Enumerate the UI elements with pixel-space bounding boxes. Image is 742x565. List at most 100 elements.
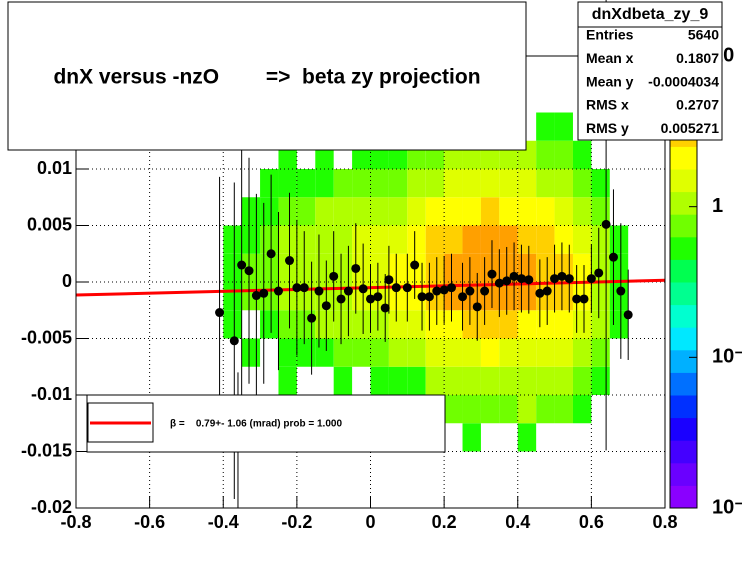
stats-label: RMS x — [586, 97, 629, 113]
heatmap-cell — [444, 395, 463, 424]
heatmap-cell — [554, 225, 573, 254]
x-tick-label: 0.6 — [579, 512, 604, 532]
y-tick-label: 0.01 — [37, 158, 72, 178]
chart-title: dnX versus -nzO => beta zy projection — [53, 66, 480, 89]
heatmap-cell — [260, 197, 279, 226]
heatmap-cell — [407, 338, 426, 367]
x-tick-label: 0.4 — [505, 512, 530, 532]
heatmap-cell — [591, 197, 610, 226]
profile-point — [516, 274, 526, 284]
heatmap-cell — [370, 169, 389, 198]
heatmap-cell — [444, 253, 463, 282]
profile-point — [439, 285, 449, 295]
heatmap-cell — [315, 253, 334, 282]
heatmap-cell — [572, 253, 592, 282]
heatmap-cell — [296, 253, 316, 282]
stats-label: Mean y — [586, 73, 634, 89]
profile-point — [472, 302, 482, 312]
heatmap-cell — [591, 169, 610, 198]
heatmap-cell — [536, 253, 555, 282]
heatmap-cell — [536, 140, 555, 169]
heatmap-cell — [554, 169, 573, 198]
heatmap-cell — [573, 423, 591, 451]
heatmap-cell — [425, 366, 445, 395]
stats-frame — [577, 1, 723, 141]
heatmap-cell — [610, 141, 628, 169]
heatmap-cell — [517, 423, 537, 452]
profile-point — [244, 266, 254, 276]
heatmap-cell — [444, 338, 463, 367]
y-tick-label: 0.005 — [27, 214, 72, 234]
heatmap-cell — [554, 338, 573, 367]
palette-band — [670, 259, 697, 283]
heatmap-cell — [554, 112, 573, 141]
x-tick-label: -0.8 — [60, 512, 91, 532]
heatmap-cell — [444, 310, 463, 339]
palette-band — [670, 304, 697, 328]
heatmap-cell — [278, 366, 297, 395]
profile-point — [391, 283, 401, 293]
heatmap-cell — [554, 197, 573, 226]
profile-point — [373, 292, 383, 302]
heatmap-cell — [610, 395, 628, 423]
x-tick-label: 0.8 — [652, 512, 677, 532]
heatmap-cell — [370, 197, 389, 226]
heatmap-cell — [444, 169, 463, 198]
heatmap-cell — [278, 310, 297, 339]
x-tick-label: -0.4 — [208, 512, 239, 532]
heatmap-cell — [241, 225, 261, 254]
heatmap-cell — [444, 366, 463, 395]
heatmap-cell — [591, 395, 609, 423]
profile-point — [424, 292, 434, 302]
profile-point — [410, 260, 420, 270]
profile-point — [358, 284, 368, 294]
heatmap-cell — [388, 225, 408, 254]
heatmap-cell — [315, 169, 334, 198]
heatmap-cell — [462, 253, 481, 282]
profile-point — [384, 275, 394, 285]
heatmap-cell — [425, 169, 445, 198]
heatmap-cell — [517, 395, 537, 424]
heatmap-cell — [517, 366, 537, 395]
profile-point — [535, 288, 545, 298]
z-tick-label: 1 — [712, 195, 723, 217]
profile-point — [366, 294, 375, 304]
heatmap-cell — [260, 339, 278, 367]
heatmap-cell — [480, 366, 500, 395]
heatmap-cell — [278, 225, 297, 254]
heatmap-cell — [572, 338, 592, 367]
heatmap-cell — [480, 338, 500, 367]
heatmap-cell — [610, 169, 628, 197]
profile-point — [329, 271, 339, 281]
heatmap-cell — [444, 225, 463, 254]
profile-point — [351, 263, 361, 273]
heatmap-cell — [223, 253, 242, 282]
heatmap-cell — [480, 225, 500, 254]
x-tick-label: 0.2 — [432, 512, 457, 532]
heatmap-cell — [407, 197, 426, 226]
heatmap-cell — [388, 169, 408, 198]
palette-band — [670, 282, 697, 306]
heatmap-cell — [572, 169, 592, 198]
heatmap-cell — [407, 282, 426, 311]
profile-point — [572, 294, 582, 304]
heatmap-cell — [425, 310, 445, 339]
heatmap-cell — [554, 395, 573, 424]
stats-box: dnXdbeta_zy_9 Entries 5640 Mean x 0.1807 Mea… — [577, 1, 723, 141]
profile-point — [417, 292, 427, 302]
heatmap-cell — [609, 310, 629, 339]
profile-point — [542, 286, 552, 296]
stats-label: Entries — [586, 27, 634, 43]
x-tick-label: -0.2 — [281, 512, 312, 532]
heatmap-cell — [462, 338, 481, 367]
heatmap-cell — [333, 225, 353, 254]
profile-point — [446, 283, 456, 293]
palette-band — [670, 485, 697, 509]
heatmap-cell — [352, 310, 371, 339]
heatmap-cell — [572, 197, 592, 226]
heatmap-cell — [536, 366, 555, 395]
heatmap-cell — [370, 310, 389, 339]
heatmap-cell — [517, 338, 537, 367]
heatmap-cell — [572, 310, 592, 339]
y-tick-label: -0.02 — [31, 497, 72, 517]
